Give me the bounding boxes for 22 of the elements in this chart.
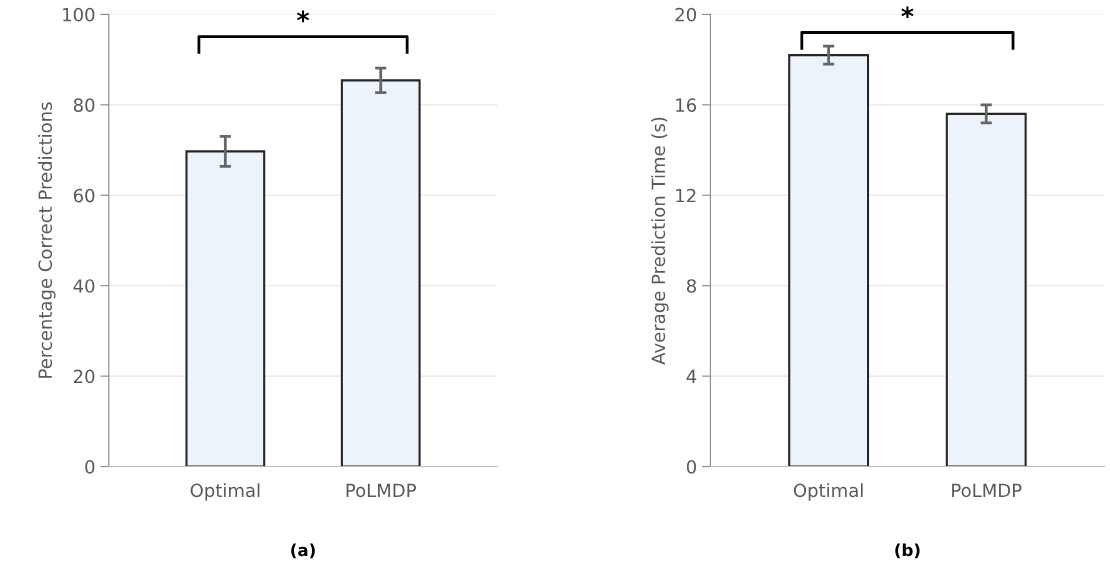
y-tick-label: 60 xyxy=(73,188,95,203)
y-tick-label: 8 xyxy=(686,279,696,293)
annotation: * xyxy=(296,10,310,23)
text: (b) xyxy=(895,543,920,559)
y-tick-label: 0 xyxy=(686,460,697,474)
y-axis-title: Percentage Correct Predictions xyxy=(38,102,56,378)
y-tick-label: 0 xyxy=(85,460,95,474)
y-tick-label: 12 xyxy=(676,188,696,203)
y-axis-title: Average Prediction Time (s) xyxy=(651,117,669,365)
annotation: * xyxy=(901,6,914,19)
x-tick-label: PoLMDP xyxy=(346,483,416,498)
y-tick-label: 4 xyxy=(686,369,697,383)
y-tick-label: 20 xyxy=(73,369,95,384)
x-tick-label: Optimal xyxy=(793,483,863,501)
x-tick-label: PoLMDP xyxy=(952,483,1022,498)
text: (a) xyxy=(291,543,315,559)
y-tick-label: 100 xyxy=(63,7,95,22)
x-tick-label: Optimal xyxy=(190,483,260,501)
y-tick-label: 40 xyxy=(73,279,95,293)
y-tick-label: 80 xyxy=(73,98,95,112)
y-tick-label: 20 xyxy=(675,7,697,22)
y-tick-label: 16 xyxy=(676,98,697,112)
